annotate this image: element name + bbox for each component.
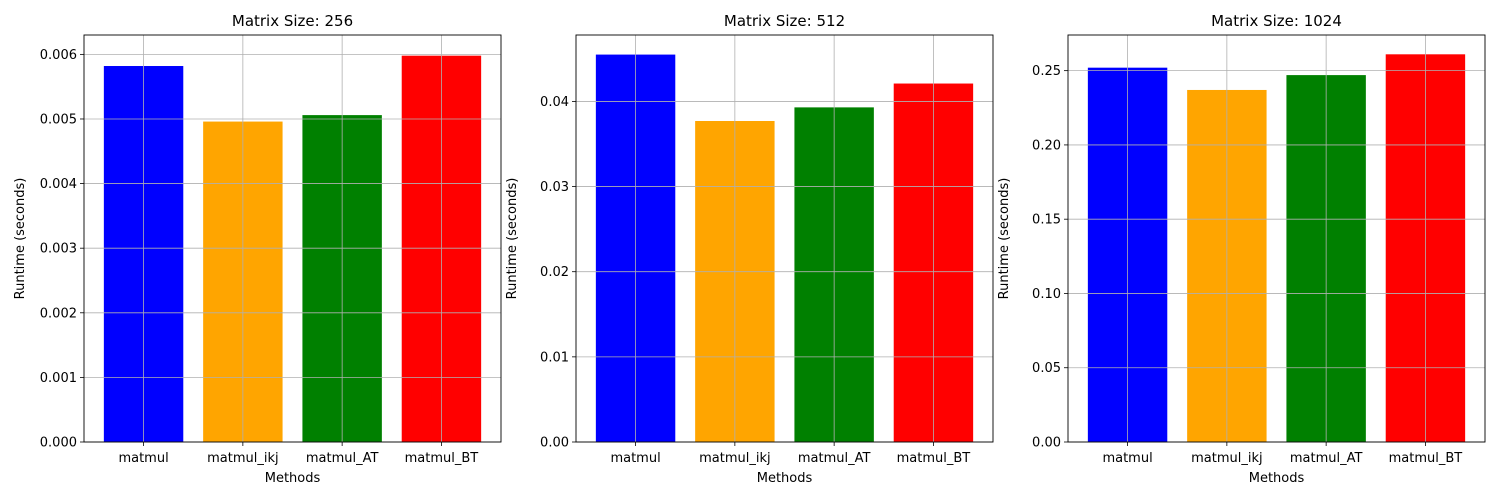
- y-tick-label: 0.04: [540, 95, 569, 110]
- y-tick-label: 0.003: [40, 242, 77, 257]
- y-tick-label: 0.15: [1032, 213, 1061, 228]
- subplot-2: 0.00 0.05 0.10 0.15 0.20 0.25 matmul matmul_ikj…: [997, 12, 1486, 486]
- x-tick-label-matmul_BT: matmul_BT: [1389, 451, 1463, 466]
- y-tick-label: 0.002: [40, 306, 77, 321]
- x-tick-label-matmul: matmul: [118, 451, 168, 466]
- x-tick-label-matmul_AT: matmul_AT: [798, 451, 871, 466]
- y-tick-label: 0.006: [40, 48, 77, 63]
- x-tick-label-matmul: matmul: [1102, 451, 1152, 466]
- x-tick-label-matmul_ikj: matmul_ikj: [699, 451, 771, 466]
- subplot-1: 0.00 0.01 0.02 0.03 0.04 matmul matmul_ikj matm…: [505, 12, 994, 486]
- x-tick-label-matmul_ikj: matmul_ikj: [207, 451, 279, 466]
- chart-title: Matrix Size: 256: [232, 12, 353, 30]
- y-tick-label: 0.00: [1032, 436, 1061, 451]
- axes-frame: [575, 34, 994, 443]
- y-tick-label: 0.005: [40, 112, 77, 127]
- y-tick-label: 0.25: [1032, 64, 1061, 79]
- y-tick-label: 0.01: [540, 350, 569, 365]
- y-tick-label: 0.000: [40, 436, 77, 451]
- y-tick-label: 0.004: [40, 177, 77, 192]
- y-tick-label: 0.02: [540, 265, 569, 280]
- axes-frame: [83, 34, 502, 443]
- x-tick-label-matmul: matmul: [610, 451, 660, 466]
- chart-title: Matrix Size: 1024: [1211, 12, 1342, 30]
- axes-frame: [1067, 34, 1486, 443]
- x-tick-label-matmul_ikj: matmul_ikj: [1191, 451, 1263, 466]
- y-tick-label: 0.20: [1032, 138, 1061, 153]
- y-tick-label: 0.05: [1032, 361, 1061, 376]
- y-axis-label: Runtime (seconds): [997, 178, 1012, 300]
- y-tick-label: 0.00: [540, 436, 569, 451]
- x-tick-label-matmul_BT: matmul_BT: [405, 451, 479, 466]
- x-axis-label: Methods: [1249, 471, 1305, 486]
- y-axis-label: Runtime (seconds): [13, 178, 28, 300]
- y-tick-label: 0.03: [540, 180, 569, 195]
- x-axis-label: Methods: [265, 471, 321, 486]
- x-tick-label-matmul_AT: matmul_AT: [1290, 451, 1363, 466]
- y-axis-label: Runtime (seconds): [505, 178, 520, 300]
- x-axis-label: Methods: [757, 471, 813, 486]
- x-tick-label-matmul_AT: matmul_AT: [306, 451, 379, 466]
- chart-title: Matrix Size: 512: [724, 12, 845, 30]
- y-tick-label: 0.10: [1032, 287, 1061, 302]
- x-tick-label-matmul_BT: matmul_BT: [897, 451, 971, 466]
- y-tick-label: 0.001: [40, 371, 77, 386]
- subplot-0: 0.000 0.001 0.002 0.003 0.004 0.005 0.006 matmu…: [13, 12, 502, 486]
